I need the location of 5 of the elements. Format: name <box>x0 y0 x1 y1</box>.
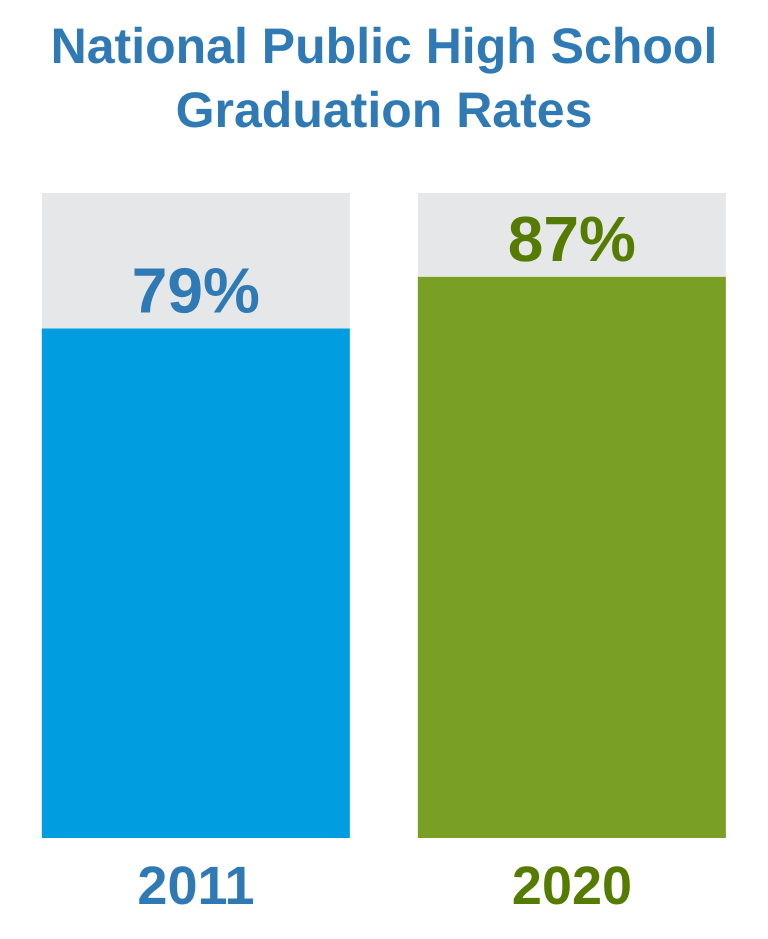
data-label: 79% <box>132 254 260 326</box>
chart-title: National Public High School Graduation Rates <box>50 17 718 140</box>
x-tick-label: 2020 <box>512 856 632 916</box>
x-tick-label: 2011 <box>137 856 255 916</box>
data-label: 87% <box>508 202 636 275</box>
